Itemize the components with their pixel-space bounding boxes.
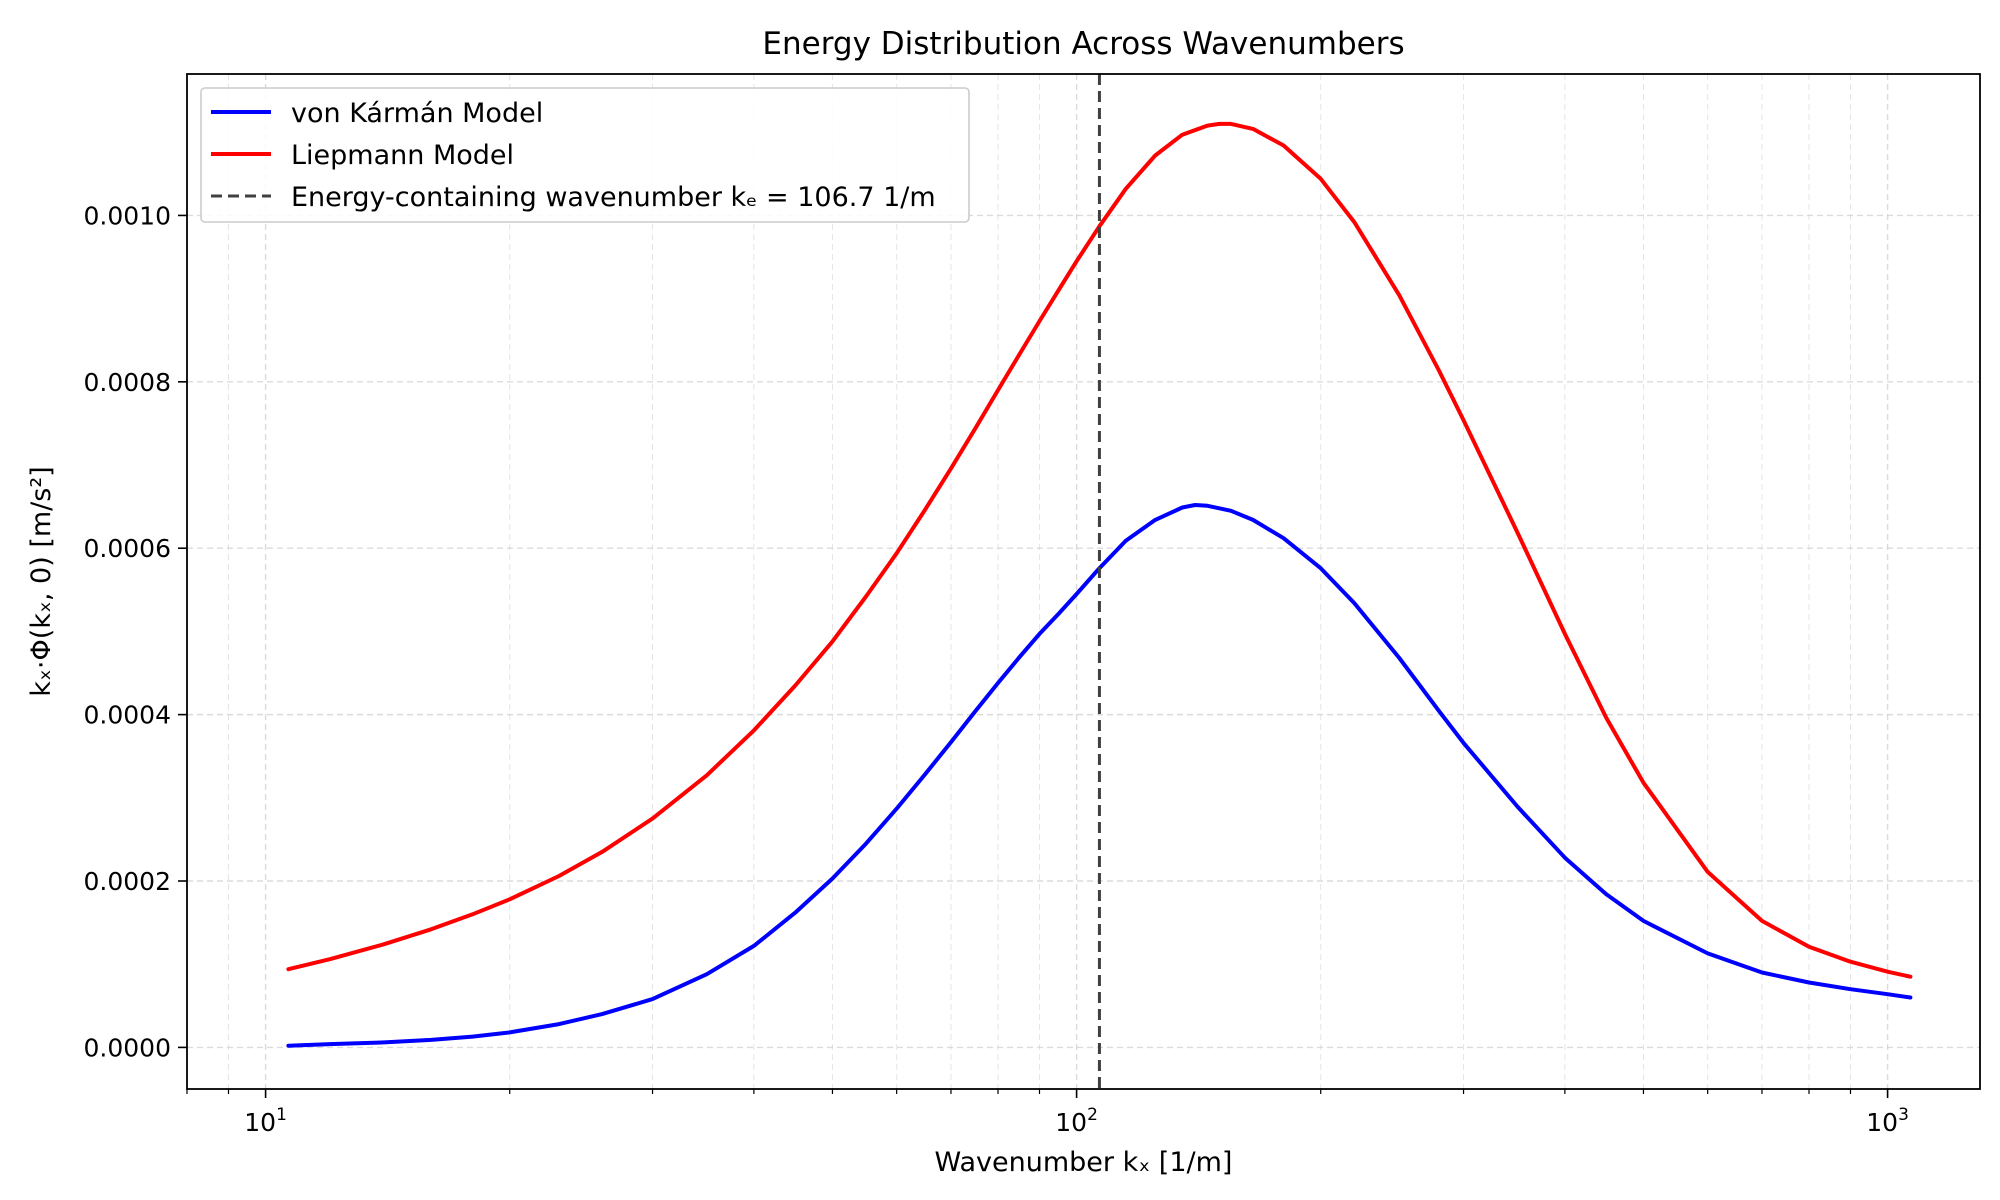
y-tick-label: 0.0006 (84, 534, 171, 563)
y-tick-label: 0.0008 (84, 368, 171, 397)
plot-lines (286, 74, 1913, 1089)
y-tick-label: 0.0010 (84, 201, 171, 230)
axis-ticks: 101 102 103 0.0000 0.0002 0.0004 0.0006 0.0008 0… (84, 201, 1909, 1137)
y-axis-label: kₓ·Φ(kₓ, 0) [m/s²] (26, 466, 57, 696)
chart-title: Energy Distribution Across Wavenumbers (762, 26, 1404, 62)
x-axis-label: Wavenumber kₓ [1/m] (935, 1147, 1233, 1178)
series-line-2 (286, 121, 1913, 979)
x-tick-label: 101 (244, 1105, 287, 1137)
legend-label: von Kármán Model (291, 98, 543, 129)
legend-label: Energy-containing wavenumber kₑ = 106.7 … (291, 182, 936, 213)
legend-box (200, 87, 970, 223)
y-tick-label: 0.0004 (84, 701, 171, 730)
plot-frame (186, 73, 1981, 1090)
y-tick-label: 0.0000 (84, 1033, 171, 1062)
y-tick-label: 0.0002 (84, 867, 171, 896)
x-tick-label: 102 (1055, 1105, 1098, 1137)
legend-label: Liepmann Model (291, 140, 514, 171)
x-tick-label: 103 (1866, 1105, 1909, 1137)
grid (186, 74, 1980, 1089)
legend: von Kármán Model Liepmann Model Energy-con… (200, 87, 970, 223)
